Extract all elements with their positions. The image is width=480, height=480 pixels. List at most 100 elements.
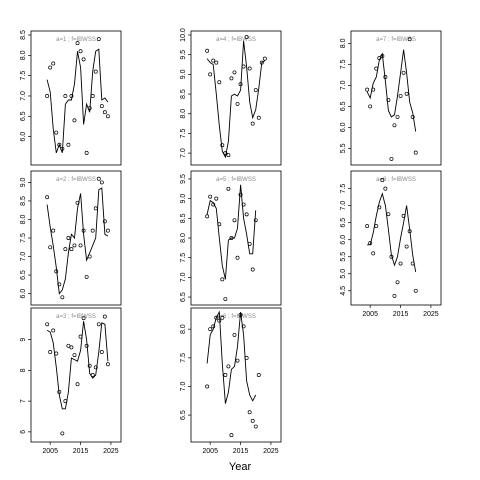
data-point <box>253 218 258 223</box>
data-point <box>45 195 50 200</box>
panel-frame <box>350 30 442 166</box>
data-point <box>48 65 53 70</box>
data-point <box>250 267 255 272</box>
y-tick-label: 7.0 <box>340 80 347 90</box>
data-point <box>93 365 98 370</box>
x-axis-title: Year <box>229 461 252 473</box>
data-point <box>60 146 65 151</box>
data-point <box>93 69 98 74</box>
data-point <box>78 243 83 248</box>
data-point <box>66 142 71 147</box>
y-tick-label: 8.0 <box>340 38 347 48</box>
data-point <box>226 364 231 369</box>
data-point <box>45 322 50 327</box>
data-point <box>238 192 243 197</box>
data-point <box>220 143 225 148</box>
data-point <box>102 219 107 224</box>
data-point <box>208 194 213 199</box>
data-point <box>60 295 65 300</box>
series-line <box>366 49 417 132</box>
series-line <box>206 310 257 404</box>
y-tick-label: 8.5 <box>180 89 187 99</box>
y-tick-label: 6 <box>20 430 27 434</box>
data-point <box>54 269 59 274</box>
data-point <box>57 282 62 287</box>
data-point <box>96 322 101 327</box>
y-tick-label: 7.5 <box>180 128 187 138</box>
y-tick-label: 8.0 <box>180 109 187 119</box>
y-tick-label: 7.5 <box>180 353 187 363</box>
data-point <box>214 315 219 320</box>
data-point <box>377 56 382 61</box>
data-point <box>69 94 74 98</box>
data-point <box>223 373 228 377</box>
panel-title: a=5 ; f=IBWSS <box>216 177 256 183</box>
data-point <box>205 214 210 219</box>
data-point <box>51 328 56 333</box>
data-point <box>99 180 104 185</box>
data-point <box>404 91 409 96</box>
data-point <box>45 94 50 98</box>
x-tick-label: 2015 <box>393 311 409 318</box>
data-point <box>256 115 261 120</box>
panel-title: a=1 ; f=IBWSS <box>56 37 96 43</box>
series-line <box>46 321 109 410</box>
data-point <box>371 87 376 92</box>
data-point <box>250 418 255 423</box>
y-tick-label: 9.5 <box>180 50 187 60</box>
data-point <box>54 351 59 356</box>
data-point <box>75 41 80 46</box>
y-tick-label: 8.0 <box>180 233 187 243</box>
panel-frame <box>30 30 122 166</box>
data-point <box>374 66 379 71</box>
data-point <box>63 94 68 98</box>
data-point <box>413 288 418 293</box>
data-point <box>81 228 86 233</box>
y-tick-label: 7.0 <box>180 381 187 391</box>
panel-1: a=1 ; f=IBWSS 6.0 6.5 7.0 7.5 8.0 8.5 <box>20 30 122 166</box>
data-point <box>99 104 104 109</box>
data-point <box>235 255 240 260</box>
data-point <box>57 142 62 147</box>
data-point <box>404 244 409 249</box>
data-point <box>69 345 74 350</box>
y-tick-label: 9.0 <box>180 194 187 204</box>
x-tick-label: 2005 <box>202 448 218 455</box>
series-line <box>206 184 257 280</box>
data-point <box>389 254 394 259</box>
y-tick-label: 6.0 <box>340 235 347 245</box>
data-point <box>69 247 74 252</box>
data-point <box>380 178 385 183</box>
series-line <box>206 40 266 159</box>
data-point <box>90 94 95 98</box>
data-point <box>102 110 107 115</box>
panel-title: a=7 ; f=IBWSS <box>376 37 416 43</box>
panel-7: a=7 ; f=IBWSS 5.5 6.0 6.5 7.0 7.5 8.0 <box>340 30 442 166</box>
y-tick-label: 7.0 <box>20 252 27 262</box>
x-tick-label: 2025 <box>103 448 119 455</box>
data-point <box>214 60 219 65</box>
data-point <box>87 254 92 259</box>
panel-8: a=8 ; f=IBWSS 4.5 5.0 5.5 6.0 6.5 7.0 7.5 2005 20… <box>340 170 442 318</box>
data-point <box>217 80 222 85</box>
data-point <box>78 334 83 339</box>
data-point <box>87 106 92 111</box>
data-point <box>244 355 249 360</box>
y-tick-label: 6.5 <box>20 270 27 280</box>
data-point <box>223 297 228 301</box>
y-tick-label: 9.0 <box>180 69 187 79</box>
y-tick-label: 7 <box>20 399 27 403</box>
data-point <box>232 70 237 75</box>
data-point <box>48 350 53 354</box>
y-tick-label: 7.0 <box>340 201 347 211</box>
y-tick-label: 9.5 <box>180 174 187 184</box>
data-point <box>383 75 388 79</box>
data-point <box>253 424 258 429</box>
data-point <box>217 222 222 227</box>
y-tick-label: 7.0 <box>180 272 187 282</box>
data-point <box>220 315 225 320</box>
data-point <box>63 247 68 252</box>
y-tick-label: 8.5 <box>180 213 187 223</box>
